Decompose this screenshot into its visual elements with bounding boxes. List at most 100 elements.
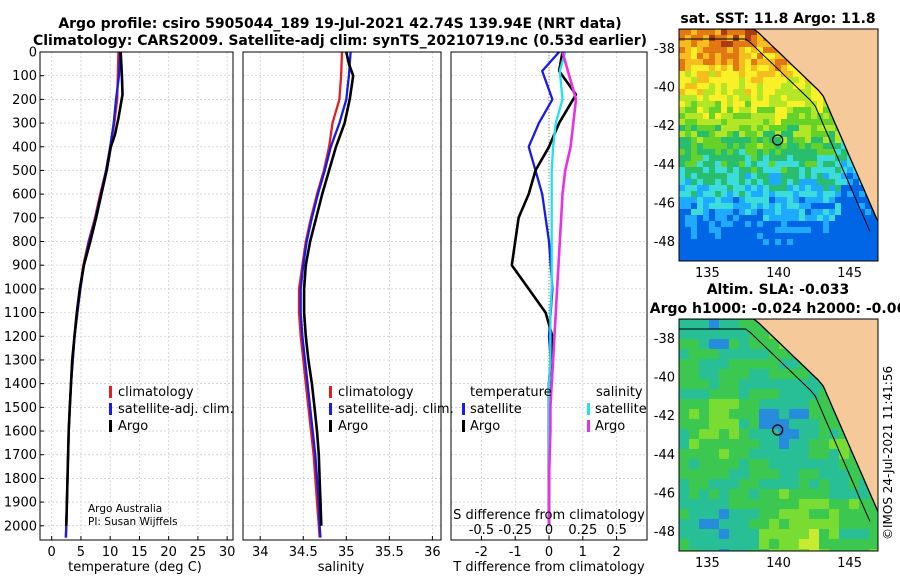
map-y-tick-label: -38 (654, 42, 675, 57)
map-cell (721, 125, 728, 132)
map-cell (719, 379, 730, 390)
map-cell (841, 215, 848, 222)
map-cell (697, 173, 704, 180)
map-cell (763, 41, 770, 48)
map-cell (793, 185, 800, 192)
map-cell (689, 519, 700, 530)
map-cell (823, 245, 830, 252)
map-cell (835, 227, 842, 234)
map-cell (703, 89, 710, 96)
map-cell (709, 215, 716, 222)
map-cell (781, 203, 788, 210)
map-cell (757, 185, 764, 192)
map-cell (757, 233, 764, 240)
map-cell (709, 549, 720, 551)
figure-title-line1: Argo profile: csiro 5905044_189 19-Jul-2… (58, 16, 621, 32)
map-cell (739, 143, 746, 150)
map-cell (729, 499, 740, 510)
map-cell (739, 419, 750, 430)
map-cell (739, 379, 750, 390)
map-cell (819, 429, 830, 440)
map-cell (829, 539, 840, 550)
map-cell (685, 35, 692, 42)
map-cell (775, 191, 782, 198)
map-cell (869, 549, 878, 551)
map-cell (757, 245, 764, 252)
map-cell (739, 233, 746, 240)
map-cell (811, 143, 818, 150)
map-cell (805, 221, 812, 228)
map-cell (769, 519, 780, 530)
map-cell (781, 227, 788, 234)
map-cell (703, 53, 710, 60)
map-cell (779, 509, 790, 520)
map-cell (745, 215, 752, 222)
map-cell (721, 47, 728, 54)
map-cell (809, 459, 820, 470)
map-cell (691, 77, 698, 84)
map-cell (757, 125, 764, 132)
map-cell (835, 257, 842, 261)
map-cell (699, 319, 710, 330)
map-cell (769, 499, 780, 510)
map-cell (745, 137, 752, 144)
map-cell (763, 89, 770, 96)
map-cell (835, 251, 842, 258)
map-cell (799, 257, 806, 261)
map-cell (757, 155, 764, 162)
map-cell (799, 155, 806, 162)
map-cell (763, 215, 770, 222)
map-cell (769, 221, 776, 228)
map-cell (829, 149, 836, 156)
map-cell (739, 89, 746, 96)
map-cell (757, 191, 764, 198)
map-cell (859, 499, 870, 510)
map-cell (823, 149, 830, 156)
map-cell (703, 173, 710, 180)
map-cell (787, 167, 794, 174)
map-cell (781, 143, 788, 150)
map-cell (691, 167, 698, 174)
map-cell (759, 479, 770, 490)
map-cell (829, 509, 840, 520)
map-cell (679, 389, 690, 400)
map-cell (751, 245, 758, 252)
series-line-satellite-adj (299, 51, 352, 538)
map-cell (751, 89, 758, 96)
map-cell (679, 173, 686, 180)
map-cell (769, 203, 776, 210)
map-cell (769, 113, 776, 120)
map-cell (769, 173, 776, 180)
map-cell (733, 41, 740, 48)
map-cell (679, 209, 686, 216)
map-cell (721, 209, 728, 216)
map-cell (703, 149, 710, 156)
map-cell (709, 489, 720, 500)
map-cell (847, 251, 854, 258)
map-cell (759, 369, 770, 380)
map-cell (729, 409, 740, 420)
map-cell (703, 77, 710, 84)
map-cell (775, 125, 782, 132)
map-cell (685, 113, 692, 120)
map-cell (719, 339, 730, 350)
map-cell (679, 119, 686, 126)
map-cell (727, 245, 734, 252)
map-cell (865, 239, 872, 246)
map-cell (729, 459, 740, 470)
map-cell (757, 53, 764, 60)
map-cell (847, 203, 854, 210)
map-cell (721, 203, 728, 210)
map-cell (749, 459, 760, 470)
map-cell (745, 161, 752, 168)
temperature-legend: climatology satellite-adj. clim. Argo (109, 385, 234, 434)
map-cell (823, 137, 830, 144)
map-cell (697, 257, 704, 261)
map-cell (859, 519, 870, 530)
map-cell (775, 221, 782, 228)
map-cell (769, 197, 776, 204)
map-cell (703, 257, 710, 261)
temperature-xlabel: temperature (deg C) (68, 560, 202, 575)
map-cell (697, 107, 704, 114)
